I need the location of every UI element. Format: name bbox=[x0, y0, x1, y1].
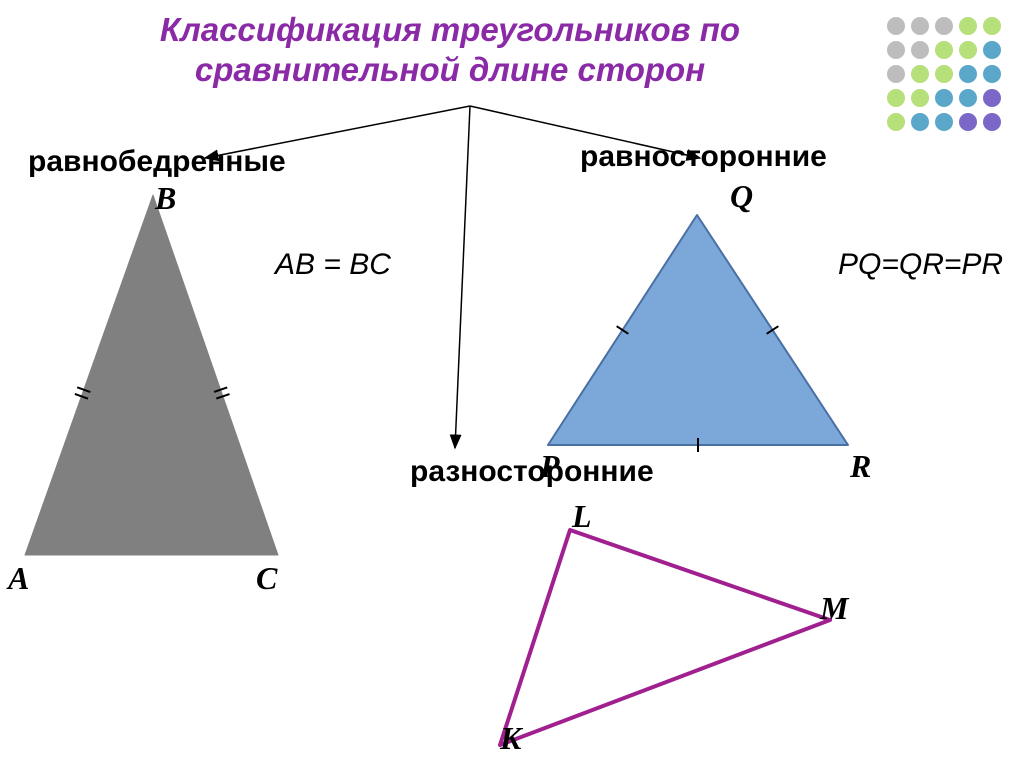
vertex-label-K: K bbox=[500, 720, 521, 757]
scalene-triangle bbox=[0, 0, 1024, 767]
vertex-label-L: L bbox=[572, 498, 592, 535]
vertex-label-M: M bbox=[820, 590, 848, 627]
